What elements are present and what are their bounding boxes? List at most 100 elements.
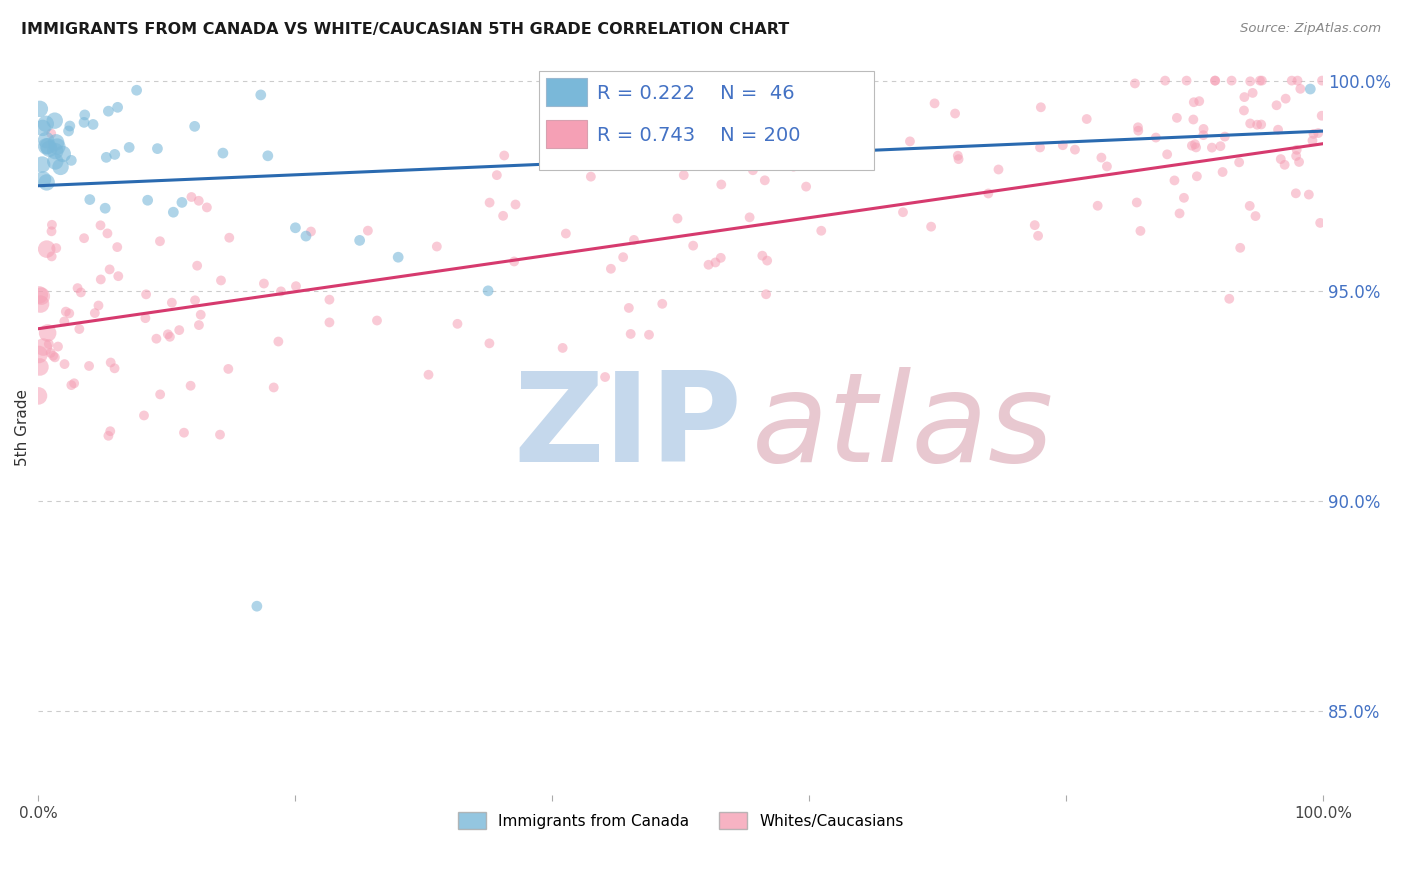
Point [35, 133, 58, 147]
Point [1281, 73, 1303, 87]
Text: Source: ZipAtlas.com: Source: ZipAtlas.com [1240, 22, 1381, 36]
Point [651, 297, 673, 311]
Point [100, 355, 122, 369]
Point [1029, 100, 1052, 114]
Point [426, 239, 449, 253]
Point [1239, 74, 1261, 88]
Point [1285, 143, 1308, 157]
Point [1076, 112, 1098, 126]
Point [44, 113, 66, 128]
Point [1286, 73, 1309, 87]
Point [593, 370, 616, 384]
Point [49, 160, 72, 174]
Point [551, 341, 574, 355]
Point [118, 140, 141, 154]
Point [173, 425, 195, 440]
Point [190, 308, 212, 322]
Point [1246, 118, 1268, 132]
Point [44, 144, 66, 158]
Point [478, 336, 501, 351]
Point [1227, 155, 1250, 169]
Point [1026, 228, 1049, 243]
Point [1185, 169, 1208, 184]
Point [751, 249, 773, 263]
Point [46, 340, 69, 354]
Point [1052, 138, 1074, 153]
Point [754, 173, 776, 187]
Point [45, 241, 67, 255]
Point [217, 362, 239, 376]
Point [42, 349, 65, 363]
Point [37, 139, 59, 153]
Point [1188, 94, 1211, 108]
Point [943, 106, 966, 120]
Point [73, 115, 96, 129]
Point [794, 179, 817, 194]
Point [1123, 77, 1146, 91]
Point [1265, 98, 1288, 112]
Point [41, 249, 63, 263]
Point [1192, 122, 1215, 136]
Point [1298, 187, 1320, 202]
Point [623, 233, 645, 247]
Point [180, 378, 202, 392]
Point [1218, 292, 1240, 306]
Point [1175, 73, 1198, 87]
Point [90, 272, 112, 286]
Point [1289, 82, 1312, 96]
Point [105, 240, 128, 254]
Point [146, 142, 169, 156]
Point [1244, 209, 1267, 223]
Point [1301, 134, 1323, 148]
Point [149, 387, 172, 401]
Point [574, 155, 596, 169]
Point [53, 314, 76, 328]
Point [318, 315, 340, 329]
Point [503, 254, 526, 268]
Point [1090, 151, 1112, 165]
Point [599, 261, 621, 276]
Point [1029, 140, 1052, 154]
Text: R = 0.743    N = 200: R = 0.743 N = 200 [598, 126, 801, 145]
Point [73, 108, 96, 122]
Point [1241, 86, 1264, 100]
Point [1233, 103, 1256, 118]
Point [1182, 112, 1205, 127]
Point [28, 102, 51, 116]
Point [1270, 152, 1292, 166]
Point [759, 135, 782, 149]
Point [63, 376, 86, 391]
Point [1249, 73, 1271, 87]
Point [104, 147, 127, 161]
Text: atlas: atlas [751, 367, 1053, 488]
Point [1087, 199, 1109, 213]
Point [620, 326, 643, 341]
Point [1299, 82, 1322, 96]
Point [617, 301, 640, 315]
Point [1154, 73, 1177, 87]
Point [87, 299, 110, 313]
Point [1267, 122, 1289, 136]
Point [357, 224, 380, 238]
Point [97, 429, 120, 443]
Point [270, 285, 292, 299]
Point [212, 146, 235, 161]
Point [1285, 186, 1308, 201]
Point [756, 253, 779, 268]
Point [253, 277, 276, 291]
Point [125, 83, 148, 97]
Point [891, 205, 914, 219]
Point [1310, 73, 1333, 87]
Point [89, 219, 111, 233]
Point [638, 327, 661, 342]
Point [60, 153, 83, 168]
Point [1239, 116, 1261, 130]
Point [299, 225, 322, 239]
Point [37, 326, 59, 340]
Point [46, 139, 69, 153]
Point [742, 163, 765, 178]
Point [32, 340, 55, 354]
Point [924, 96, 946, 111]
Point [697, 258, 720, 272]
Point [30, 297, 52, 311]
